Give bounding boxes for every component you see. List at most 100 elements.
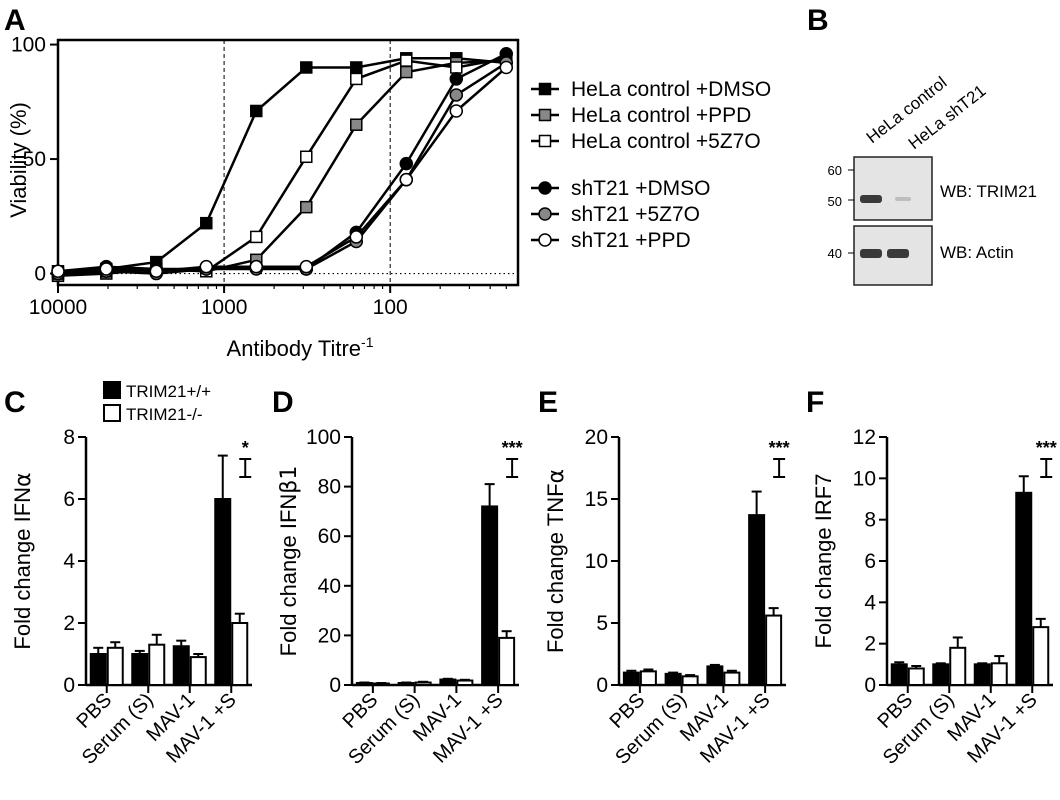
y-tick-label: 40	[318, 575, 341, 598]
y-tick-label: 6	[864, 550, 876, 573]
viability-line-chart: 0 50 100 10000 1000 100 Viability (%) Antibod…	[6, 34, 771, 361]
legend-label-wildtype: TRIM21+/+	[126, 382, 211, 401]
x-axis-title-text: Antibody Titre	[227, 336, 362, 361]
y-axis-title-greek: β1	[277, 466, 302, 494]
wb-label-actin: WB: Actin	[940, 243, 1014, 262]
legend-entry-hela-control-5z7o: HeLa control +5Z7O	[531, 130, 761, 153]
data-point	[299, 259, 314, 274]
band-trim21-control	[860, 195, 882, 203]
legend-marker	[538, 233, 552, 247]
data-point	[149, 264, 164, 279]
line-chart-legend: HeLa control +DMSO HeLa control +PPD HeLa …	[531, 78, 771, 252]
data-point	[300, 150, 313, 164]
bar-trim21-mav-1	[973, 663, 991, 686]
bar-trim21-mav-1	[990, 662, 1008, 686]
bar-trim21-mav-1	[439, 678, 457, 687]
bar-trim21-pbs	[639, 670, 657, 686]
bar-trim21-mav-1	[456, 679, 474, 687]
y-tick-label: 0	[329, 674, 341, 697]
bar-trim21-mav-1-s	[748, 514, 766, 686]
plot-frame	[56, 38, 520, 287]
y-axis-title-text: Fold change IFN	[276, 494, 301, 657]
legend-swatch-knockout	[103, 404, 121, 422]
y-tick-label: 10	[585, 550, 608, 573]
data-point	[249, 259, 264, 274]
series-sht21-ppd	[51, 60, 514, 279]
series-sht21-5z7o	[51, 56, 514, 281]
bar-trim21-mav-1	[189, 656, 207, 686]
y-tick-label-50: 50	[23, 148, 46, 171]
bar-trim21-mav-1-s	[231, 622, 249, 686]
series-hela-control-dmso	[51, 52, 513, 278]
series-hela-control-5z7o	[51, 52, 513, 280]
bar-trim21-pbs	[622, 671, 640, 686]
y-axis-title: Viability (%)	[6, 102, 31, 218]
y-tick-label: 80	[318, 476, 341, 499]
data-point	[349, 230, 364, 244]
series-line	[57, 57, 507, 273]
panel-letter-d: D	[272, 386, 294, 419]
y-tick-label: 20	[585, 426, 608, 449]
series-sht21-dmso	[51, 46, 514, 279]
bar-trim21-serum-s	[664, 672, 682, 687]
bar-trim21-pbs	[890, 663, 908, 686]
x-axis-title-exponent: -1	[361, 334, 374, 350]
legend-entry-hela-control-dmso: HeLa control +DMSO	[531, 78, 771, 101]
y-tick-label: 12	[853, 426, 876, 449]
bar-trim21-serum-s	[681, 675, 699, 687]
y-tick-label: 15	[585, 488, 608, 511]
y-tick-label: 2	[63, 612, 75, 635]
data-point	[350, 118, 363, 131]
legend-marker	[538, 108, 552, 122]
series-line	[57, 57, 507, 275]
y-axis-title-greek: α	[11, 472, 36, 487]
data-point	[499, 60, 514, 75]
y-tick-label: 0	[63, 674, 75, 697]
x-axis-title: Antibody Titre-1	[227, 334, 374, 361]
legend-label: shT21 +5Z7O	[571, 203, 700, 226]
legend-label: shT21 +DMSO	[571, 177, 710, 200]
legend-entry-sht21-5z7o: shT21 +5Z7O	[531, 203, 700, 226]
legend-label-knockout: TRIM21-/-	[126, 405, 203, 424]
panel-letter-f: F	[806, 386, 824, 419]
bar-trim21-pbs	[355, 682, 373, 686]
panel-letter-c: C	[4, 386, 26, 419]
bar-trim21-serum-s	[148, 643, 166, 687]
data-point	[450, 61, 463, 74]
panel-letter-a: A	[4, 4, 26, 37]
bar-trim21-mav-1-s	[765, 614, 783, 686]
legend-label: HeLa control +5Z7O	[571, 130, 761, 153]
significance-label: ***	[1036, 438, 1057, 458]
y-axis-title-text: Fold change TNF	[543, 483, 568, 653]
legend-label: HeLa control +PPD	[571, 104, 751, 127]
legend-marker	[538, 181, 552, 195]
x-tick-label-100: 100	[373, 296, 408, 319]
bar-trim21-mav-1	[172, 645, 190, 686]
y-axis-title-greek: α	[544, 469, 569, 484]
y-tick-label-100: 100	[11, 34, 46, 57]
data-point	[250, 104, 263, 118]
significance-label: *	[242, 438, 249, 458]
y-axis-title: Fold change TNFα	[543, 469, 569, 653]
bar-trim21-mav-1-s	[1032, 626, 1050, 687]
bar-trim21-serum-s	[932, 663, 950, 686]
y-tick-label: 4	[864, 591, 876, 614]
y-tick-label: 8	[63, 426, 75, 449]
bar-trim21-mav-1-s	[498, 636, 516, 687]
data-point	[399, 172, 414, 187]
series-line	[57, 61, 507, 275]
x-tick-label-10000: 10000	[29, 296, 87, 319]
western-blot: HeLa control HeLa shT21 60 50 WB: TRIM21…	[828, 73, 1037, 286]
bar-trim21-serum-s	[131, 653, 149, 686]
bar-trim21-serum-s	[949, 646, 967, 686]
y-tick-label: 8	[864, 509, 876, 532]
data-point	[250, 230, 263, 244]
marker-label-60: 60	[828, 163, 842, 178]
bar-chart-legend: TRIM21+/+ TRIM21-/-	[103, 381, 211, 424]
marker-label-50: 50	[828, 194, 842, 209]
data-point	[449, 88, 464, 102]
